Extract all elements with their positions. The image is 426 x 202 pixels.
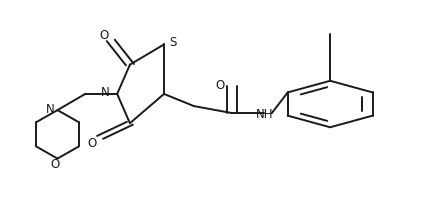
Text: O: O [87, 137, 96, 150]
Text: O: O [100, 29, 109, 42]
Text: O: O [216, 79, 225, 92]
Text: S: S [170, 36, 177, 49]
Text: NH: NH [256, 108, 274, 121]
Text: O: O [51, 158, 60, 171]
Text: N: N [101, 86, 110, 99]
Text: N: N [46, 103, 54, 116]
